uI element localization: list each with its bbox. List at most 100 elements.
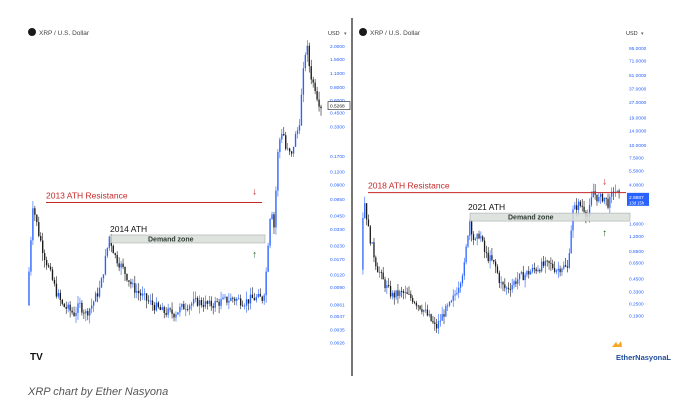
candle-body — [491, 255, 493, 260]
candle-body — [482, 236, 484, 241]
candle-body — [243, 305, 246, 307]
candle-body — [502, 282, 504, 285]
left-currency-badge[interactable]: USD ▾ — [328, 31, 347, 37]
candle-body — [34, 208, 36, 215]
y-tick-label: 0.0650 — [330, 197, 345, 203]
candle-body — [415, 303, 418, 306]
candle-body — [261, 296, 263, 301]
candle-body — [59, 292, 62, 300]
up-arrow-icon: ↑ — [252, 250, 257, 261]
candle-body — [430, 314, 432, 321]
candle-body — [241, 305, 244, 307]
candle-body — [28, 271, 30, 306]
candle-body — [190, 303, 193, 306]
y-tick-label: 0.0330 — [330, 227, 345, 233]
candle-body — [577, 201, 580, 210]
candle-body — [210, 300, 212, 307]
candle-body — [79, 302, 81, 304]
candle-body — [163, 307, 165, 314]
candle-body — [214, 301, 216, 308]
candle-body — [439, 320, 441, 322]
candle-body — [553, 268, 556, 272]
candle-body — [500, 282, 502, 284]
tradingview-logo: TV — [30, 352, 43, 363]
candle-body — [469, 221, 471, 236]
y-tick-label: 0.6000 — [330, 98, 345, 104]
candle-body — [518, 273, 521, 280]
candle-body — [294, 133, 297, 147]
candle-body — [579, 201, 582, 206]
candle-body — [476, 233, 478, 239]
candle-body — [185, 308, 187, 310]
candle-body — [47, 265, 50, 267]
candle-body — [402, 291, 405, 294]
candle-body — [520, 272, 523, 274]
candle-body — [511, 285, 513, 290]
candle-body — [496, 266, 499, 273]
candle-body — [524, 274, 526, 281]
candle-body — [273, 214, 275, 228]
candle-body — [592, 191, 594, 198]
chart-background — [0, 0, 692, 376]
candle-body — [138, 290, 140, 294]
y-tick-label: 0.0047 — [330, 314, 345, 320]
candle-body — [559, 268, 561, 273]
candle-body — [269, 219, 271, 246]
candle-body — [434, 322, 436, 325]
candle-body — [528, 270, 530, 275]
right-chart-panel: XRP / U.S. Dollar USD ▾ 95.0000 71.0000 51… — [359, 28, 671, 362]
candle-body — [226, 296, 228, 303]
candle-body — [454, 294, 456, 296]
candle-body — [364, 203, 366, 219]
y-tick-label: 71.0000 — [629, 59, 647, 65]
candle-body — [450, 300, 453, 302]
candle-body — [75, 312, 77, 316]
right-currency-badge[interactable]: USD ▾ — [626, 31, 644, 37]
candle-body — [448, 301, 451, 306]
candle-body — [281, 133, 283, 140]
candle-body — [65, 307, 67, 309]
y-tick-label: 37.0000 — [629, 87, 647, 93]
candle-body — [239, 298, 242, 306]
candle-body — [192, 299, 195, 304]
candle-body — [498, 272, 500, 284]
y-tick-label: 10.0000 — [629, 143, 647, 149]
candle-body — [605, 197, 607, 199]
candle-body — [406, 292, 408, 294]
candle-body — [318, 99, 320, 107]
last-price-countdown: 13d 15h — [629, 200, 645, 205]
candle-body — [480, 236, 482, 239]
candle-body — [474, 238, 476, 240]
right-price-axis: 95.0000 71.0000 51.0000 37.0000 27.0000 19.00… — [627, 46, 649, 319]
candle-body — [118, 263, 120, 268]
candle-body — [601, 194, 604, 202]
ath-label: 2014 ATH — [110, 224, 147, 234]
up-arrow-icon: ↑ — [602, 228, 607, 239]
candle-body — [529, 271, 532, 275]
candle-body — [259, 293, 261, 297]
candle-body — [102, 274, 105, 279]
demand-zone-label: Demand zone — [508, 215, 554, 222]
candle-body — [200, 300, 203, 306]
candle-body — [306, 45, 308, 55]
candle-body — [557, 268, 559, 271]
y-tick-label: 0.4500 — [330, 111, 345, 117]
candle-body — [461, 275, 464, 284]
candle-body — [238, 298, 240, 300]
candle-body — [194, 297, 197, 300]
candle-body — [371, 242, 373, 244]
candle-body — [365, 203, 368, 220]
candle-body — [515, 281, 517, 284]
candle-body — [583, 206, 585, 212]
candle-body — [408, 293, 410, 295]
candle-body — [539, 270, 541, 272]
candle-body — [263, 295, 265, 301]
candle-body — [253, 298, 256, 301]
y-tick-label: 0.0035 — [330, 327, 345, 333]
candle-body — [141, 293, 144, 296]
candle-body — [67, 304, 69, 309]
down-arrow-icon: ↓ — [252, 187, 257, 198]
y-tick-label: 95.0000 — [629, 46, 647, 52]
y-tick-label: 19.0000 — [629, 115, 647, 121]
